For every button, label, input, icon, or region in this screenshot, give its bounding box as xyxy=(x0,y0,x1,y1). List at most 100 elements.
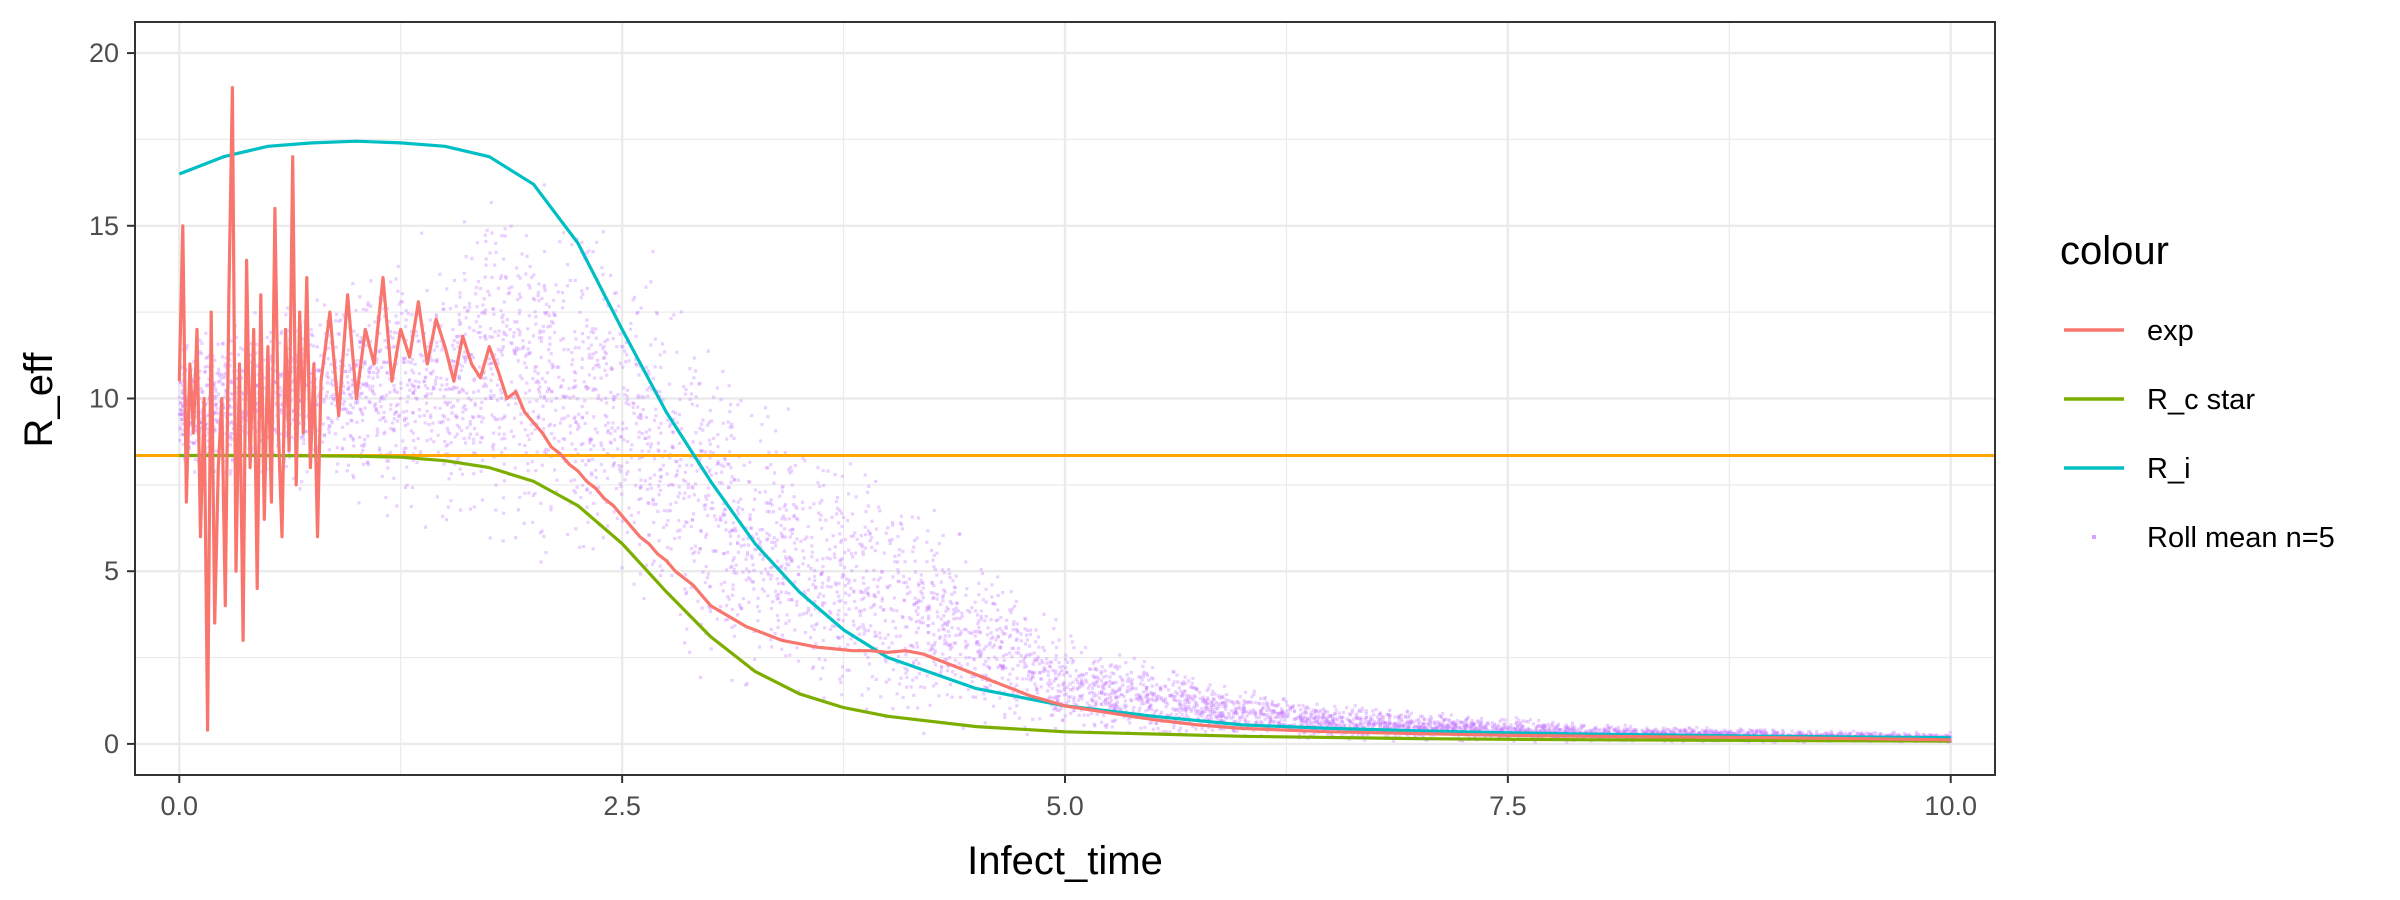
roll-mean-point xyxy=(718,481,722,485)
roll-mean-point xyxy=(1184,729,1188,733)
roll-mean-point xyxy=(1152,694,1156,698)
roll-mean-point xyxy=(479,406,483,410)
roll-mean-point xyxy=(526,327,530,331)
roll-mean-point xyxy=(1435,727,1439,731)
roll-mean-point xyxy=(1221,714,1225,718)
roll-mean-point xyxy=(611,394,616,399)
roll-mean-point xyxy=(229,352,233,356)
roll-mean-point xyxy=(848,462,852,466)
roll-mean-point xyxy=(947,567,951,571)
roll-mean-point xyxy=(1478,723,1482,727)
roll-mean-point xyxy=(1629,724,1633,728)
roll-mean-point xyxy=(1023,661,1027,665)
roll-mean-point xyxy=(989,631,993,635)
roll-mean-point xyxy=(388,450,392,454)
roll-mean-point xyxy=(279,403,283,407)
roll-mean-point xyxy=(436,450,440,454)
roll-mean-point xyxy=(787,591,791,596)
roll-mean-point xyxy=(1731,732,1736,736)
roll-mean-point xyxy=(868,539,872,543)
roll-mean-point xyxy=(434,359,438,363)
roll-mean-point xyxy=(1253,701,1257,705)
roll-mean-point xyxy=(887,645,891,650)
roll-mean-point xyxy=(240,428,244,432)
roll-mean-point xyxy=(1839,730,1843,734)
roll-mean-point xyxy=(990,583,994,587)
roll-mean-point xyxy=(801,456,805,460)
roll-mean-point xyxy=(707,470,711,474)
roll-mean-point xyxy=(705,576,710,580)
roll-mean-point xyxy=(192,441,196,445)
roll-mean-point xyxy=(572,478,577,482)
roll-mean-point xyxy=(813,578,817,583)
roll-mean-point xyxy=(988,641,992,645)
roll-mean-point xyxy=(900,615,904,619)
roll-mean-point xyxy=(428,318,432,322)
roll-mean-point xyxy=(914,676,918,680)
roll-mean-point xyxy=(1651,730,1655,734)
roll-mean-point xyxy=(766,466,770,470)
roll-mean-point xyxy=(1261,706,1265,710)
roll-mean-point xyxy=(807,577,811,581)
roll-mean-point xyxy=(1839,733,1843,737)
roll-mean-point xyxy=(1292,709,1297,713)
roll-mean-point xyxy=(1536,724,1540,728)
roll-mean-point xyxy=(367,384,371,388)
roll-mean-point xyxy=(1069,634,1073,638)
roll-mean-point xyxy=(822,696,826,700)
roll-mean-point xyxy=(1245,714,1249,718)
roll-mean-point xyxy=(1353,704,1357,708)
roll-mean-point xyxy=(1309,713,1313,717)
roll-mean-point xyxy=(1173,698,1177,702)
roll-mean-point xyxy=(506,292,510,296)
roll-mean-point xyxy=(1325,710,1329,714)
roll-mean-point xyxy=(1299,719,1303,723)
roll-mean-point xyxy=(230,381,234,385)
roll-mean-point xyxy=(686,482,690,486)
roll-mean-point xyxy=(1590,736,1594,740)
roll-mean-point xyxy=(660,342,665,346)
roll-mean-point xyxy=(594,364,598,368)
roll-mean-point xyxy=(759,439,763,443)
roll-mean-point xyxy=(880,596,884,600)
roll-mean-point xyxy=(984,587,988,591)
roll-mean-point xyxy=(570,243,574,247)
roll-mean-point xyxy=(1077,685,1082,689)
roll-mean-point xyxy=(442,394,446,398)
roll-mean-point xyxy=(721,589,725,593)
roll-mean-point xyxy=(532,273,536,277)
roll-mean-point xyxy=(1208,722,1212,726)
roll-mean-point xyxy=(414,330,418,334)
roll-mean-point xyxy=(1219,718,1223,722)
roll-mean-point xyxy=(329,394,333,399)
roll-mean-point xyxy=(776,625,780,629)
roll-mean-point xyxy=(1065,670,1069,675)
roll-mean-point xyxy=(728,425,732,429)
roll-mean-point xyxy=(1929,733,1933,737)
roll-mean-point xyxy=(621,421,625,425)
roll-mean-point xyxy=(539,394,543,398)
roll-mean-point xyxy=(527,491,531,495)
roll-mean-point xyxy=(761,557,765,561)
roll-mean-point xyxy=(711,395,716,399)
roll-mean-point xyxy=(625,353,629,357)
roll-mean-point xyxy=(231,458,235,463)
roll-mean-point xyxy=(730,564,734,568)
roll-mean-point xyxy=(629,455,633,460)
roll-mean-point xyxy=(1285,703,1290,707)
roll-mean-point xyxy=(761,527,765,532)
roll-mean-point xyxy=(921,595,925,600)
roll-mean-point xyxy=(1202,718,1207,722)
roll-mean-point xyxy=(998,626,1002,631)
roll-mean-point xyxy=(484,376,488,380)
roll-mean-point xyxy=(1122,715,1126,719)
roll-mean-point xyxy=(736,541,740,545)
roll-mean-point xyxy=(1333,722,1337,726)
roll-mean-point xyxy=(1717,731,1722,736)
roll-mean-point xyxy=(1364,716,1368,720)
roll-mean-point xyxy=(609,431,613,436)
roll-mean-point xyxy=(964,656,968,660)
roll-mean-point xyxy=(681,478,685,482)
roll-mean-point xyxy=(1057,684,1061,688)
roll-mean-point xyxy=(1848,733,1852,737)
